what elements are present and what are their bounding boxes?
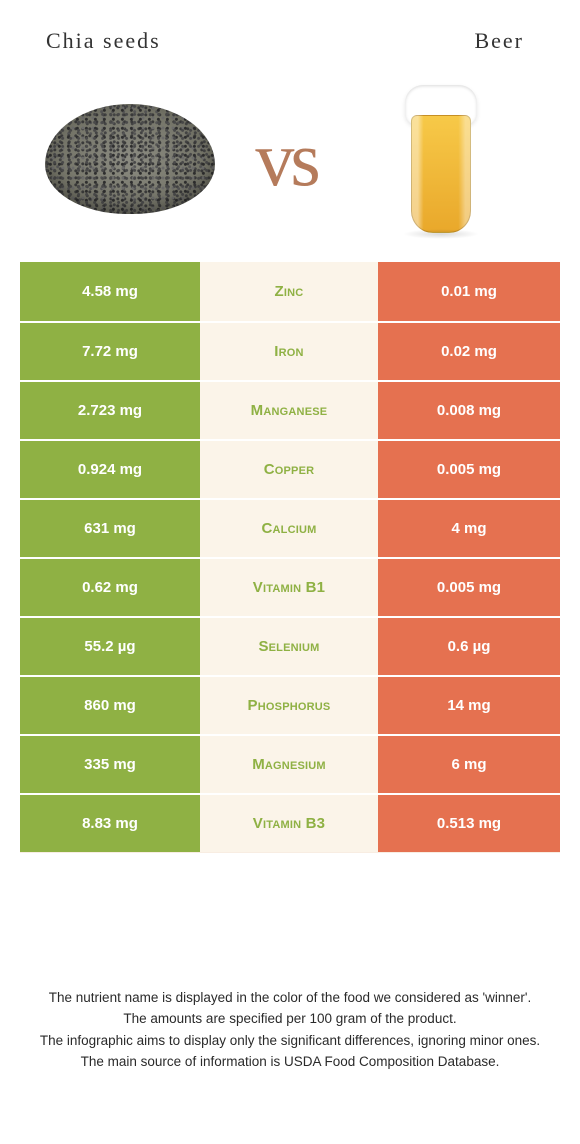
left-value-cell: 8.83 mg xyxy=(20,795,200,852)
left-value-cell: 335 mg xyxy=(20,736,200,793)
table-row: 0.924 mgCopper0.005 mg xyxy=(20,439,560,498)
left-food-title: Chia seeds xyxy=(46,28,161,54)
nutrient-name-cell: Copper xyxy=(200,441,378,498)
left-value-cell: 0.924 mg xyxy=(20,441,200,498)
left-value-cell: 631 mg xyxy=(20,500,200,557)
nutrient-name-cell: Selenium xyxy=(200,618,378,675)
right-value-cell: 0.008 mg xyxy=(378,382,560,439)
table-row: 7.72 mgIron0.02 mg xyxy=(20,321,560,380)
right-value-cell: 4 mg xyxy=(378,500,560,557)
table-row: 4.58 mgZinc0.01 mg xyxy=(20,262,560,321)
nutrient-name-cell: Zinc xyxy=(200,262,378,321)
right-food-title: Beer xyxy=(474,28,524,54)
nutrient-name-cell: Vitamin B3 xyxy=(200,795,378,852)
images-row: vs xyxy=(0,64,580,254)
nutrient-name-cell: Vitamin B1 xyxy=(200,559,378,616)
right-value-cell: 0.01 mg xyxy=(378,262,560,321)
footer-line: The nutrient name is displayed in the co… xyxy=(28,988,552,1008)
beer-glass-icon xyxy=(397,79,487,239)
right-value-cell: 0.6 µg xyxy=(378,618,560,675)
nutrient-name-cell: Phosphorus xyxy=(200,677,378,734)
table-row: 335 mgMagnesium6 mg xyxy=(20,734,560,793)
footer-notes: The nutrient name is displayed in the co… xyxy=(28,988,552,1074)
table-row: 2.723 mgManganese0.008 mg xyxy=(20,380,560,439)
nutrient-name-cell: Calcium xyxy=(200,500,378,557)
left-value-cell: 4.58 mg xyxy=(20,262,200,321)
table-row: 860 mgPhosphorus14 mg xyxy=(20,675,560,734)
comparison-table: 4.58 mgZinc0.01 mg7.72 mgIron0.02 mg2.72… xyxy=(20,262,560,853)
left-value-cell: 55.2 µg xyxy=(20,618,200,675)
table-row: 55.2 µgSelenium0.6 µg xyxy=(20,616,560,675)
right-value-cell: 0.005 mg xyxy=(378,559,560,616)
vs-label: vs xyxy=(255,114,316,204)
chia-seeds-icon xyxy=(45,104,215,214)
footer-line: The main source of information is USDA F… xyxy=(28,1052,552,1072)
table-row: 631 mgCalcium4 mg xyxy=(20,498,560,557)
left-value-cell: 860 mg xyxy=(20,677,200,734)
header: Chia seeds Beer xyxy=(0,0,580,64)
right-value-cell: 0.513 mg xyxy=(378,795,560,852)
beer-image xyxy=(352,79,532,239)
right-value-cell: 0.005 mg xyxy=(378,441,560,498)
nutrient-name-cell: Manganese xyxy=(200,382,378,439)
nutrient-name-cell: Magnesium xyxy=(200,736,378,793)
footer-line: The infographic aims to display only the… xyxy=(28,1031,552,1051)
left-value-cell: 0.62 mg xyxy=(20,559,200,616)
right-value-cell: 0.02 mg xyxy=(378,323,560,380)
right-value-cell: 14 mg xyxy=(378,677,560,734)
chia-seeds-image xyxy=(40,79,220,239)
left-value-cell: 2.723 mg xyxy=(20,382,200,439)
right-value-cell: 6 mg xyxy=(378,736,560,793)
table-row: 0.62 mgVitamin B10.005 mg xyxy=(20,557,560,616)
nutrient-name-cell: Iron xyxy=(200,323,378,380)
footer-line: The amounts are specified per 100 gram o… xyxy=(28,1009,552,1029)
left-value-cell: 7.72 mg xyxy=(20,323,200,380)
table-row: 8.83 mgVitamin B30.513 mg xyxy=(20,793,560,852)
